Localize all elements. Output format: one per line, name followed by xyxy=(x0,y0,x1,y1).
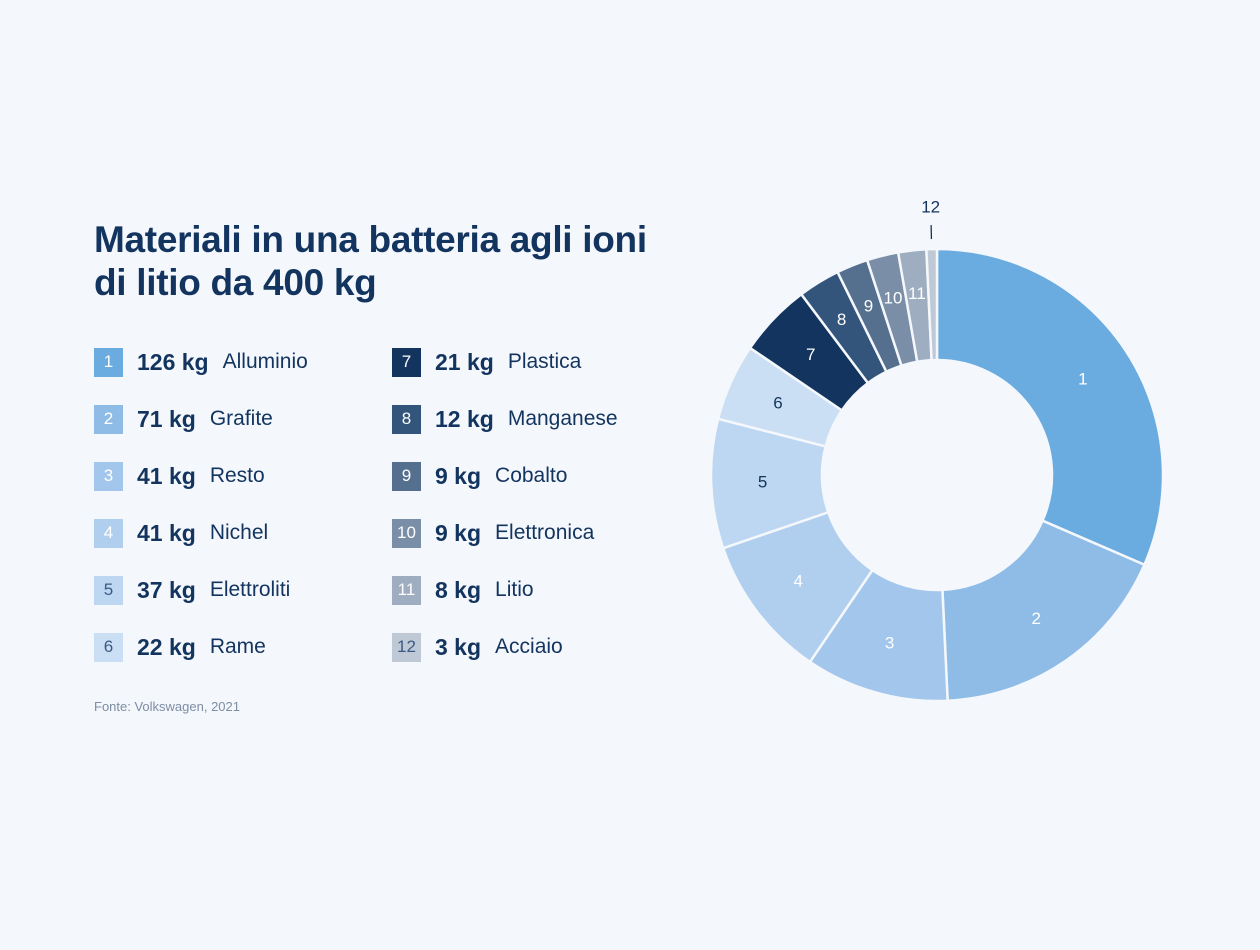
legend-swatch: 8 xyxy=(392,404,421,434)
legend-value: 71 kg xyxy=(137,405,196,432)
legend-item: 3 41 kg Resto xyxy=(94,460,265,492)
chart-title: Materiali in una batteria agli ioni di l… xyxy=(94,219,647,303)
legend-value: 41 kg xyxy=(137,462,196,489)
legend-item: 1 126 kg Alluminio xyxy=(94,346,308,378)
slice-label-3: 3 xyxy=(885,633,894,652)
legend-value: 9 kg xyxy=(435,462,482,489)
legend-value: 126 kg xyxy=(137,348,209,375)
legend-label: Elettronica xyxy=(495,521,595,544)
legend-swatch: 9 xyxy=(392,461,421,491)
legend-label: Plastica xyxy=(507,350,582,373)
slice-label-5: 5 xyxy=(758,472,767,491)
donut-slice-2 xyxy=(941,519,1147,703)
legend-item: 12 3 kg Acciaio xyxy=(392,631,563,663)
legend-swatch: 3 xyxy=(94,461,123,491)
legend-item: 6 22 kg Rame xyxy=(94,631,266,663)
legend-value: 37 kg xyxy=(137,576,196,603)
legend-item: 5 37 kg Elettroliti xyxy=(94,574,290,606)
legend-swatch: 6 xyxy=(94,632,123,662)
legend-swatch: 10 xyxy=(392,518,421,548)
slice-label-12: 12 xyxy=(921,198,940,217)
slice-label-11: 11 xyxy=(908,284,926,303)
legend-swatch: 2 xyxy=(94,404,123,434)
donut-slice-12 xyxy=(925,247,939,362)
legend-value: 21 kg xyxy=(435,348,494,375)
slice-label-8: 8 xyxy=(837,310,846,329)
slice-label-10: 10 xyxy=(884,288,903,307)
legend-item: 8 12 kg Manganese xyxy=(392,403,618,435)
legend-label: Resto xyxy=(209,464,265,487)
source-note: Fonte: Volkswagen, 2021 xyxy=(94,699,240,714)
legend-item: 4 41 kg Nichel xyxy=(94,517,268,549)
legend-value: 41 kg xyxy=(137,519,196,546)
legend-label: Alluminio xyxy=(222,350,308,373)
legend-label: Cobalto xyxy=(495,464,568,487)
slice-label-7: 7 xyxy=(806,345,815,364)
legend-value: 8 kg xyxy=(435,576,482,603)
legend-item: 2 71 kg Grafite xyxy=(94,403,273,435)
legend-swatch: 5 xyxy=(94,575,123,605)
legend-item: 11 8 kg Litio xyxy=(392,574,534,606)
legend-swatch: 1 xyxy=(94,347,123,377)
legend-swatch: 12 xyxy=(392,632,421,662)
legend-label: Litio xyxy=(495,578,534,601)
legend-value: 12 kg xyxy=(435,405,494,432)
donut-slice-1 xyxy=(935,247,1165,567)
legend-item: 7 21 kg Plastica xyxy=(392,346,581,378)
legend-label: Acciaio xyxy=(495,635,563,658)
legend-value: 9 kg xyxy=(435,519,482,546)
legend-value: 3 kg xyxy=(435,633,482,660)
legend-swatch: 7 xyxy=(392,347,421,377)
legend-item: 10 9 kg Elettronica xyxy=(392,517,594,549)
legend-label: Nichel xyxy=(209,521,269,544)
legend-label: Elettroliti xyxy=(209,578,291,601)
slice-label-2: 2 xyxy=(1031,609,1040,628)
slice-label-4: 4 xyxy=(794,571,803,590)
legend-swatch: 11 xyxy=(392,575,421,605)
legend-label: Manganese xyxy=(507,407,618,430)
legend: 1 126 kg Alluminio 2 71 kg Grafite 3 41 kg Resto… xyxy=(94,346,694,676)
legend-item: 9 9 kg Cobalto xyxy=(392,460,567,492)
slice-label-9: 9 xyxy=(864,296,873,315)
legend-label: Rame xyxy=(209,635,266,658)
legend-value: 22 kg xyxy=(137,633,196,660)
legend-swatch: 4 xyxy=(94,518,123,548)
legend-label: Grafite xyxy=(209,407,273,430)
slice-label-1: 1 xyxy=(1078,370,1087,389)
slice-label-6: 6 xyxy=(773,394,782,413)
